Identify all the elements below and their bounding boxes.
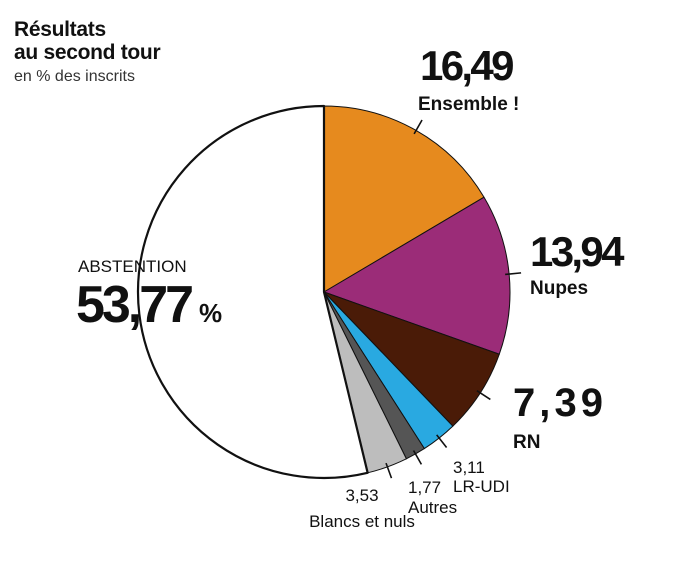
- pie-slice-abstention: [136, 104, 369, 480]
- chart-title: Résultats au second tour: [14, 18, 161, 64]
- leader-line-nupes: [505, 272, 522, 276]
- slice-label-blancs-et-nuls: Blancs et nuls: [309, 512, 415, 531]
- slice-label-ensemble: Ensemble !: [418, 94, 519, 115]
- data-label-lr-udi: 3,11: [453, 458, 485, 477]
- unit-label: %: [199, 298, 222, 328]
- leader-line-blancs-et-nuls: [385, 462, 393, 479]
- data-label-abstention: 53,77: [76, 276, 194, 334]
- slice-label-rn: RN: [513, 432, 540, 453]
- slice-label-nupes: Nupes: [530, 278, 588, 299]
- slice-label-abstention: ABSTENTION: [78, 257, 187, 276]
- chart-subtitle: en % des inscrits: [14, 68, 135, 85]
- leader-line-rn: [476, 390, 491, 401]
- data-label-autres: 1,77: [408, 478, 441, 497]
- title-line-1: Résultats: [14, 18, 106, 41]
- data-label-ensemble: 16,49: [420, 42, 515, 89]
- slice-label-autres: Autres: [408, 498, 457, 517]
- leader-line-autres: [412, 450, 423, 465]
- title-line-2: au second tour: [14, 41, 161, 64]
- leader-line-ensemble: [413, 119, 423, 135]
- leader-line-lr-udi: [436, 434, 448, 448]
- data-label-rn: 7,39: [513, 381, 603, 425]
- data-label-nupes: 13,94: [530, 228, 625, 275]
- data-label-blancs-et-nuls: 3,53: [345, 486, 378, 505]
- slice-label-lr-udi: LR-UDI: [453, 477, 510, 496]
